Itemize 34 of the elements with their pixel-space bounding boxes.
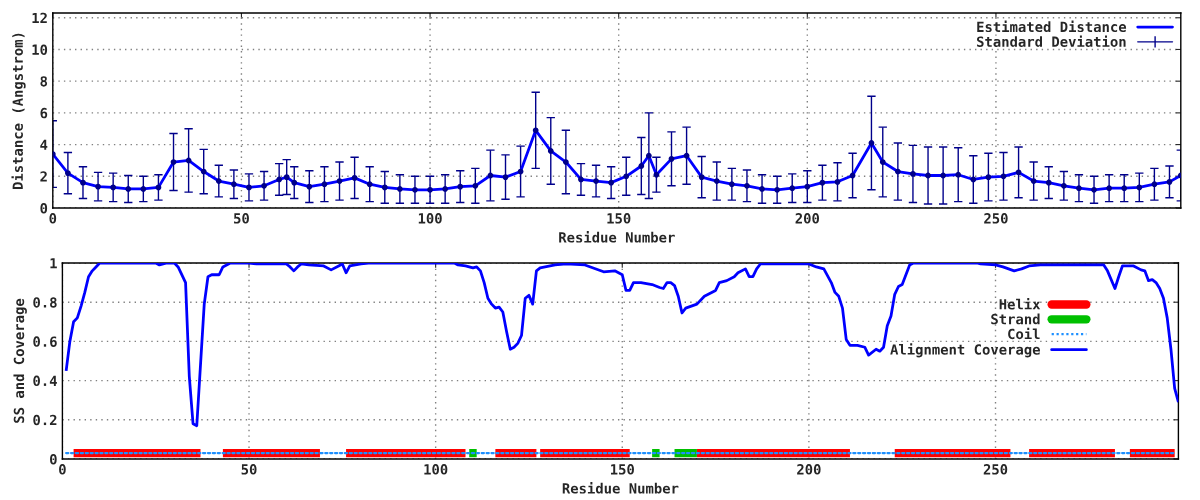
x-tick-label: 0 xyxy=(59,464,66,475)
y-tick-label: 1 xyxy=(50,258,57,269)
x-tick-label: 250 xyxy=(984,213,1008,224)
y-tick-label: 0.4 xyxy=(33,375,57,387)
legend-label: Coil xyxy=(1008,327,1040,340)
x-axis-title: Residue Number xyxy=(562,482,679,494)
legend-label: Estimated Distance xyxy=(977,20,1127,33)
y-tick-label: 4 xyxy=(40,139,48,150)
y-tick-label: 0.8 xyxy=(33,297,57,308)
y-tick-label: 0.6 xyxy=(33,336,57,347)
y-tick-label: 8 xyxy=(40,76,48,87)
y-tick-label: 6 xyxy=(40,107,48,119)
y-axis-title: SS and Coverage xyxy=(13,298,27,423)
legend-label: Strand xyxy=(991,313,1040,325)
legend-label: Helix xyxy=(999,298,1041,310)
x-tick-label: 150 xyxy=(611,464,634,475)
y-tick-label: 0 xyxy=(40,202,48,214)
x-axis-title: Residue Number xyxy=(559,231,675,243)
x-tick-label: 50 xyxy=(241,464,257,475)
y-tick-label: 12 xyxy=(32,12,47,24)
y-tick-label: 0.2 xyxy=(33,414,57,426)
legend-label: Alignment Coverage xyxy=(890,343,1040,358)
x-tick-label: 250 xyxy=(983,464,1008,475)
y-axis-title: Distance (Angstrom) xyxy=(11,33,26,190)
x-tick-label: 200 xyxy=(797,464,821,475)
y-tick-label: 2 xyxy=(40,171,47,182)
legend-label: Standard Deviation xyxy=(977,35,1126,47)
x-tick-label: 100 xyxy=(424,464,448,475)
x-tick-label: 200 xyxy=(795,213,820,224)
y-tick-label: 10 xyxy=(32,44,48,55)
x-tick-label: 50 xyxy=(234,213,249,224)
y-tick-label: 0 xyxy=(50,453,57,465)
x-tick-label: 100 xyxy=(418,213,442,224)
x-tick-label: 150 xyxy=(607,213,631,224)
